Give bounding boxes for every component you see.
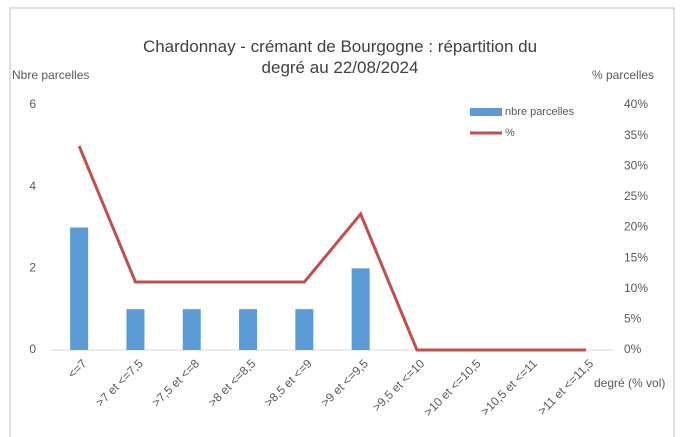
x-tick-label: >8 et <=8,5 xyxy=(205,356,258,409)
y-tick-label: 2 xyxy=(29,261,36,275)
line xyxy=(77,145,586,352)
x-axis-label: degré (% vol) xyxy=(594,376,665,390)
x-tick-label: >9,5 et <=10 xyxy=(370,356,428,414)
y-axis-label: Nbre parcelles xyxy=(12,68,89,82)
x-tick-label: >8,5 et <=9 xyxy=(262,356,315,409)
bar xyxy=(182,309,201,350)
y2-tick-label: 30% xyxy=(624,158,648,172)
y-tick-label: 4 xyxy=(29,179,36,193)
y2-tick-label: 25% xyxy=(624,189,648,203)
legend-swatch xyxy=(470,108,502,116)
x-tick-label: >11 et <=11,5 xyxy=(535,356,596,417)
y-tick-label: 6 xyxy=(29,97,36,111)
chart-title: Chardonnay - crémant de Bourgogne : répa… xyxy=(142,37,538,77)
y2-tick-label: 40% xyxy=(624,97,648,111)
y2-tick-label: 20% xyxy=(624,220,648,234)
y-tick-label: 0 xyxy=(29,342,36,356)
x-tick-label: <=7 xyxy=(65,356,90,381)
bar xyxy=(351,268,370,350)
y2-axis-label: % parcelles xyxy=(592,68,654,82)
bar xyxy=(126,309,145,350)
bar xyxy=(70,227,89,350)
x-tick-label: >9 et <=9,5 xyxy=(318,356,371,409)
y2-tick-label: 0% xyxy=(624,342,642,356)
y2-tick-label: 5% xyxy=(624,312,642,326)
y2-tick-label: 35% xyxy=(624,128,648,142)
x-tick-label: >10 et <=10,5 xyxy=(421,356,484,419)
x-tick-label: >7,5 et <=8 xyxy=(149,356,202,409)
y2-tick-label: 10% xyxy=(624,281,648,295)
bar xyxy=(239,309,258,350)
legend-label: % xyxy=(505,127,515,139)
x-tick-label: >7 et <=7,5 xyxy=(93,356,146,409)
bar xyxy=(295,309,314,350)
x-tick-label: >10,5 et <=11 xyxy=(478,356,540,418)
chart-border xyxy=(9,7,675,437)
legend-label: nbre parcelles xyxy=(505,106,575,118)
y2-tick-label: 15% xyxy=(624,250,648,264)
